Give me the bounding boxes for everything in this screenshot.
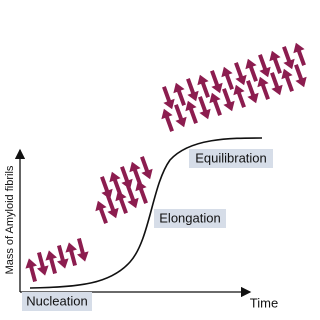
phase-label: Equilibration — [195, 150, 267, 165]
label-box — [154, 209, 226, 228]
growth-curve — [29, 137, 263, 289]
monomer — [23, 257, 41, 283]
x-axis-label: Time — [250, 295, 278, 310]
y-axis-label: Mass of Amyloid fibrils — [4, 165, 16, 274]
phase-label: Elongation — [159, 210, 220, 225]
fibril-mature — [158, 41, 309, 134]
monomer — [158, 107, 177, 134]
phase-label: Nucleation — [26, 293, 87, 308]
monomer — [73, 237, 91, 263]
label-box — [22, 292, 92, 311]
fibril-nucleation — [23, 237, 91, 283]
label-box — [189, 149, 273, 168]
fibril-elongation — [92, 155, 155, 226]
monomer — [290, 63, 309, 90]
